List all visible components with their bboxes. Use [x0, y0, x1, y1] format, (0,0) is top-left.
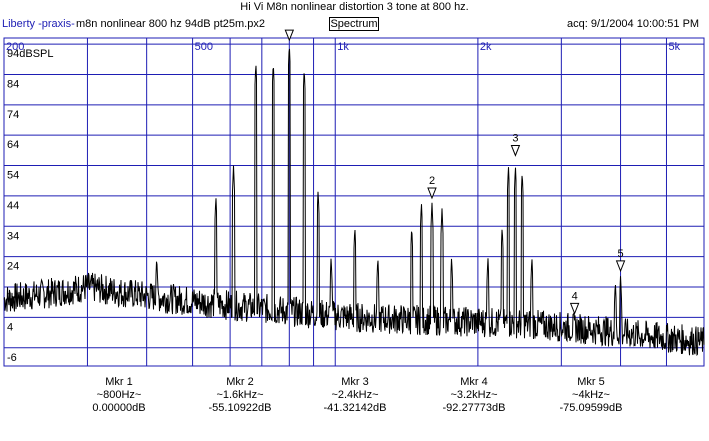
marker-name: Mkr 4 — [460, 376, 488, 388]
marker-value: -92.27773dB — [442, 402, 506, 414]
marker-frequency: ~4kHz~ — [572, 389, 610, 401]
x-tick-label: 2k — [480, 41, 492, 53]
marker-value: -41.32142dB — [323, 402, 387, 414]
marker-5-label: 5 — [618, 248, 624, 260]
x-tick-label: 500 — [195, 41, 213, 53]
marker-value: 0.00000dB — [92, 402, 146, 414]
y-tick-label: 34 — [7, 230, 19, 242]
spectrum-mode-button[interactable]: Spectrum — [329, 17, 379, 31]
y-tick-label: 84 — [7, 78, 19, 90]
marker-frequency: ~1.6kHz~ — [216, 389, 264, 401]
marker-readout-4: Mkr 4 ~3.2kHz~ -92.27773dB — [424, 376, 524, 415]
file-name: m8n nonlinear 800 hz 94dB pt25m.px2 — [76, 18, 265, 30]
y-tick-label: 24 — [7, 261, 19, 273]
marker-1-triangle — [284, 29, 295, 42]
marker-readout-2: Mkr 2 ~1.6kHz~ -55.10922dB — [190, 376, 290, 415]
window-title: Hi Vi M8n nonlinear distortion 3 tone at… — [240, 1, 469, 13]
y-tick-label: 74 — [7, 109, 19, 121]
marker-frequency: ~800Hz~ — [96, 389, 142, 401]
x-tick-label: 5k — [668, 41, 680, 53]
marker-name: Mkr 3 — [341, 376, 369, 388]
marker-3-label: 3 — [512, 132, 518, 144]
marker-2-triangle — [427, 187, 437, 200]
marker-frequency: ~3.2kHz~ — [450, 389, 498, 401]
x-tick-label: 1k — [337, 41, 349, 53]
marker-value: -55.10922dB — [208, 402, 272, 414]
marker-4-label: 4 — [572, 290, 578, 302]
y-tick-label: 4 — [7, 321, 13, 333]
y-tick-label: 64 — [7, 139, 19, 151]
y-tick-label: 44 — [7, 200, 19, 212]
y-tick-label: 94dBSPL — [7, 48, 53, 60]
acquisition-timestamp: acq: 9/1/2004 10:00:51 PM — [567, 18, 700, 30]
marker-name: Mkr 1 — [105, 376, 133, 388]
marker-name: Mkr 2 — [226, 376, 254, 388]
marker-frequency: ~2.4kHz~ — [331, 389, 379, 401]
marker-value: -75.09599dB — [559, 402, 623, 414]
app-name: Liberty -praxis- — [2, 18, 75, 30]
marker-readout-1: Mkr 1 ~800Hz~ 0.00000dB — [69, 376, 169, 415]
plot-frame — [3, 37, 705, 367]
x-tick-label: 200 — [6, 41, 24, 53]
y-tick-label: 54 — [7, 170, 19, 182]
marker-2-label: 2 — [429, 175, 435, 187]
spectrum-trace — [3, 48, 705, 357]
marker-name: Mkr 5 — [577, 376, 605, 388]
y-tick-label: -6 — [7, 352, 17, 364]
marker-readout-3: Mkr 3 ~2.4kHz~ -41.32142dB — [305, 376, 405, 415]
marker-readout-5: Mkr 5 ~4kHz~ -75.09599dB — [541, 376, 641, 415]
marker-4-triangle — [569, 302, 580, 315]
marker-3-triangle — [510, 144, 521, 157]
marker-5-triangle — [615, 260, 626, 273]
